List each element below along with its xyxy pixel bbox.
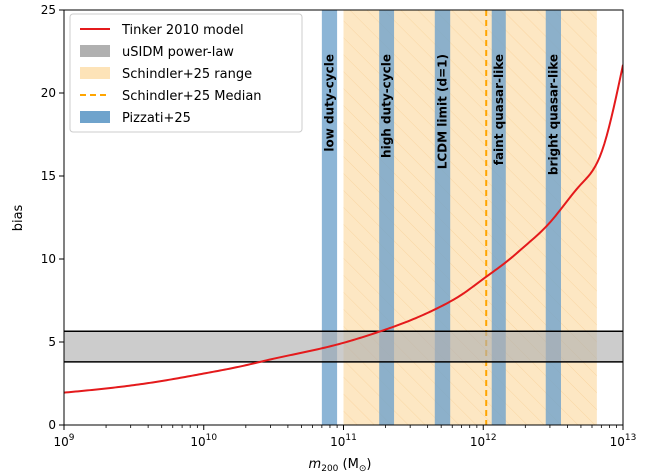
legend-label-0: Tinker 2010 model xyxy=(121,23,244,38)
legend-swatch-2 xyxy=(80,67,110,79)
y-axis: 0 5 10 15 20 25 xyxy=(41,3,64,432)
y-tick-label-2: 10 xyxy=(41,252,56,266)
pizzati-band-label-3: faint quasar-like xyxy=(492,54,506,165)
pizzati-band-label-2: LCDM limit (d=1) xyxy=(435,54,449,169)
legend-label-1: uSIDM power-law xyxy=(122,45,234,60)
x-axis-label-unit-close: ) xyxy=(366,457,371,472)
pizzati-band-2 xyxy=(434,10,451,425)
pizzati-band-label-1: high duty-cycle xyxy=(380,54,394,158)
legend: Tinker 2010 model uSIDM power-law Schindle… xyxy=(69,13,303,133)
y-tick-label-0: 0 xyxy=(48,418,56,432)
y-axis-label: bias xyxy=(11,204,26,231)
pizzati-band-label-4: bright quasar-like xyxy=(546,54,560,175)
y-tick-label-1: 5 xyxy=(48,335,56,349)
x-tick-label-3: 1012 xyxy=(470,433,497,449)
legend-label-2: Schindler+25 range xyxy=(122,67,252,82)
pizzati-band-label-0: low duty-cycle xyxy=(322,54,336,152)
pizzati-band-labels: low duty-cycle high duty-cycle LCDM limit … xyxy=(322,54,560,175)
x-tick-label-2: 1011 xyxy=(330,433,357,449)
y-tick-label-5: 25 xyxy=(41,3,56,17)
legend-swatch-4 xyxy=(80,111,110,123)
pizzati-band-1 xyxy=(379,10,395,425)
legend-label-3: Schindler+25 Median xyxy=(122,89,262,104)
x-axis: 109 1010 1011 1012 1013 xyxy=(53,425,636,449)
x-axis-label-symbol: m xyxy=(309,457,322,472)
x-tick-label-4: 1013 xyxy=(610,433,637,449)
y-tick-label-4: 20 xyxy=(41,86,56,100)
plot-area xyxy=(64,10,623,425)
legend-box xyxy=(69,13,303,133)
x-axis-label-unit: (M xyxy=(338,457,358,472)
x-axis-label-unit-subscript: ⊙ xyxy=(359,464,367,474)
x-axis-label: m200 (M⊙) xyxy=(309,457,372,474)
x-tick-label-0: 109 xyxy=(53,433,74,449)
tinker-2010-curve xyxy=(64,64,623,394)
y-tick-label-3: 15 xyxy=(41,169,56,183)
pizzati-band-3 xyxy=(491,10,506,425)
x-tick-label-1: 1010 xyxy=(190,433,217,449)
usidm-power-law-band xyxy=(64,331,623,362)
legend-label-4: Pizzati+25 xyxy=(122,111,191,126)
x-axis-label-subscript: 200 xyxy=(321,464,338,474)
legend-swatch-1 xyxy=(80,45,110,57)
pizzati-band-0 xyxy=(321,10,338,425)
